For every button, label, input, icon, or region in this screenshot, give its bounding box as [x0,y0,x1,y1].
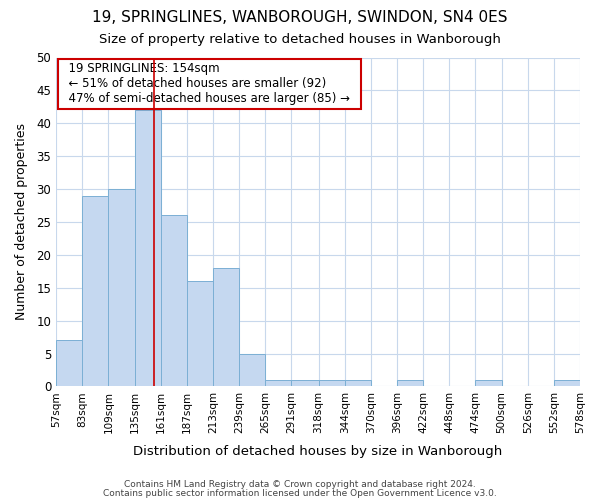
Bar [265,380,292,386]
Y-axis label: Number of detached properties: Number of detached properties [15,124,28,320]
Bar [319,380,344,386]
Bar [292,380,319,386]
Bar [344,380,371,386]
X-axis label: Distribution of detached houses by size in Wanborough: Distribution of detached houses by size … [133,444,503,458]
Bar [239,354,265,386]
Bar [56,340,82,386]
Bar [109,189,134,386]
Bar [187,281,213,386]
Text: Contains HM Land Registry data © Crown copyright and database right 2024.: Contains HM Land Registry data © Crown c… [124,480,476,489]
Text: 19, SPRINGLINES, WANBOROUGH, SWINDON, SN4 0ES: 19, SPRINGLINES, WANBOROUGH, SWINDON, SN… [92,10,508,25]
Bar [213,268,239,386]
Text: Size of property relative to detached houses in Wanborough: Size of property relative to detached ho… [99,32,501,46]
Bar [161,216,187,386]
Text: Contains public sector information licensed under the Open Government Licence v3: Contains public sector information licen… [103,489,497,498]
Bar [82,196,109,386]
Bar [475,380,502,386]
Bar [134,110,161,386]
Bar [554,380,580,386]
Text: 19 SPRINGLINES: 154sqm  
  ← 51% of detached houses are smaller (92)  
  47% of : 19 SPRINGLINES: 154sqm ← 51% of detached… [61,62,358,106]
Bar [397,380,423,386]
